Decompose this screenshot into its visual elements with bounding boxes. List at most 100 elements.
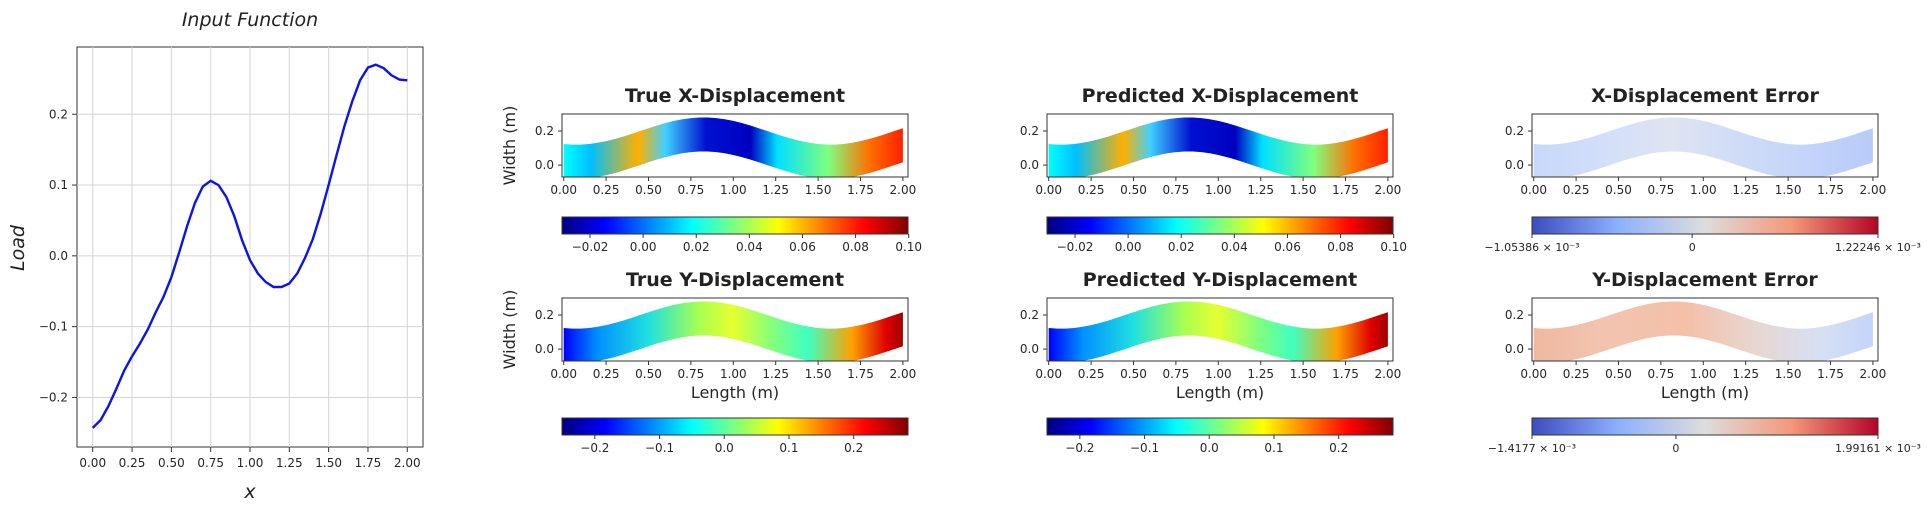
y-displacement-error-colorbar-tick-label: 0 xyxy=(1672,442,1679,455)
true-x-displacement-colorbar-tick-label: 0.02 xyxy=(683,240,710,254)
predicted-y-displacement-field xyxy=(1048,301,1388,361)
true-y-displacement-colorbar-tick-label: 0.2 xyxy=(844,441,863,455)
x-displacement-error-x-tick-label: 1.50 xyxy=(1775,183,1802,197)
true-y-displacement-title: True Y-Displacement xyxy=(626,269,844,291)
predicted-y-displacement-x-tick-label: 0.00 xyxy=(1035,367,1062,381)
predicted-y-displacement-x-tick-label: 1.00 xyxy=(1205,367,1232,381)
x-displacement-error-x-tick-label: 0.25 xyxy=(1563,183,1590,197)
input-x-tick-label: 0.75 xyxy=(197,456,224,470)
x-displacement-error-colorbar xyxy=(1531,216,1879,235)
true-x-displacement-x-tick-label: 0.25 xyxy=(593,183,620,197)
predicted-y-displacement-x-tick-label: 2.00 xyxy=(1375,367,1402,381)
true-y-displacement-colorbar-tick-label: 0.0 xyxy=(715,441,734,455)
y-displacement-error-x-tick-label: 0.75 xyxy=(1648,367,1675,381)
predicted-x-displacement-colorbar-tick-label: −0.02 xyxy=(1057,240,1094,254)
predicted-y-displacement-colorbar-tick-label: 0.0 xyxy=(1200,441,1219,455)
input-x-tick-label: 2.00 xyxy=(394,456,421,470)
y-displacement-error-x-tick-label: 2.00 xyxy=(1860,367,1887,381)
predicted-x-displacement-x-tick-label: 0.75 xyxy=(1163,183,1190,197)
true-x-displacement-x-tick-label: 1.50 xyxy=(805,183,832,197)
x-displacement-error-y-tick-label: 0.2 xyxy=(1505,124,1524,138)
y-displacement-error-x-tick-label: 1.00 xyxy=(1690,367,1717,381)
x-displacement-error-x-tick-label: 0.75 xyxy=(1648,183,1675,197)
true-y-displacement-x-tick-label: 2.00 xyxy=(890,367,917,381)
input-y-tick-label: 0.0 xyxy=(49,249,68,263)
x-displacement-error-panel: X-Displacement Error 0.00 0.25 0.50 0.75 1.00… xyxy=(1484,85,1921,254)
predicted-x-displacement-x-tick-label: 0.50 xyxy=(1120,183,1147,197)
true-x-displacement-colorbar-tick-label: 0.00 xyxy=(630,240,657,254)
true-y-displacement-y-tick-label: 0.2 xyxy=(535,308,554,322)
predicted-y-displacement-title: Predicted Y-Displacement xyxy=(1083,269,1358,291)
true-y-displacement-x-tick-label: 1.25 xyxy=(762,367,789,381)
y-displacement-error-field xyxy=(1533,301,1873,361)
predicted-y-displacement-x-label: Length (m) xyxy=(1176,383,1264,402)
x-displacement-error-x-tick-label: 0.00 xyxy=(1520,183,1547,197)
true-x-displacement-frame xyxy=(561,113,909,178)
input-x-tick-label: 0.00 xyxy=(79,456,106,470)
predicted-x-displacement-x-tick-label: 1.75 xyxy=(1332,183,1359,197)
true-x-displacement-x-tick-label: 0.50 xyxy=(635,183,662,197)
predicted-x-displacement-x-tick-label: 1.00 xyxy=(1205,183,1232,197)
predicted-x-displacement-x-tick-label: 2.00 xyxy=(1375,183,1402,197)
y-displacement-error-frame xyxy=(1531,297,1879,362)
y-displacement-error-x-tick-label: 0.50 xyxy=(1605,367,1632,381)
true-x-displacement-colorbar-tick-label: 0.04 xyxy=(736,240,763,254)
predicted-x-displacement-x-tick-label: 1.50 xyxy=(1290,183,1317,197)
input-x-tick-label: 0.25 xyxy=(119,456,146,470)
predicted-y-displacement-x-tick-label: 1.75 xyxy=(1332,367,1359,381)
true-x-displacement-colorbar xyxy=(561,216,909,235)
input-y-tick-label: 0.1 xyxy=(49,178,68,192)
y-displacement-error-colorbar-tick-label: 1.99161 × 10⁻³ xyxy=(1835,442,1921,455)
true-y-displacement-panel: True Y-Displacement 0.00 0.25 0.50 0.75 1.00 1… xyxy=(500,269,916,455)
x-displacement-error-x-tick-label: 0.50 xyxy=(1605,183,1632,197)
predicted-x-displacement-colorbar xyxy=(1046,216,1394,235)
true-y-displacement-x-label: Length (m) xyxy=(691,383,779,402)
true-x-displacement-colorbar-tick-label: 0.06 xyxy=(789,240,816,254)
input-x-label: x xyxy=(243,481,256,503)
y-displacement-error-x-label: Length (m) xyxy=(1661,383,1749,402)
y-displacement-error-x-tick-label: 1.25 xyxy=(1732,367,1759,381)
predicted-y-displacement-colorbar-tick-label: 0.2 xyxy=(1329,441,1348,455)
true-x-displacement-colorbar-tick-label: 0.10 xyxy=(895,240,922,254)
true-x-displacement-colorbar-tick-label: −0.02 xyxy=(572,240,609,254)
predicted-y-displacement-colorbar xyxy=(1046,417,1394,436)
y-displacement-error-x-tick-label: 1.75 xyxy=(1817,367,1844,381)
x-displacement-error-colorbar-tick-label: −1.05386 × 10⁻³ xyxy=(1484,241,1579,254)
predicted-x-displacement-frame xyxy=(1046,113,1394,178)
x-displacement-error-title: X-Displacement Error xyxy=(1591,85,1819,107)
x-displacement-error-x-tick-label: 1.00 xyxy=(1690,183,1717,197)
true-x-displacement-x-tick-label: 1.25 xyxy=(762,183,789,197)
predicted-x-displacement-x-tick-label: 0.00 xyxy=(1035,183,1062,197)
predicted-y-displacement-x-tick-label: 0.50 xyxy=(1120,367,1147,381)
y-displacement-error-x-tick-label: 0.00 xyxy=(1520,367,1547,381)
y-displacement-error-x-tick-label: 1.50 xyxy=(1775,367,1802,381)
true-y-displacement-y-label: Width (m) xyxy=(500,290,519,370)
x-displacement-error-colorbar-tick-label: 0 xyxy=(1689,241,1696,254)
x-displacement-error-x-tick-label: 1.25 xyxy=(1732,183,1759,197)
predicted-y-displacement-panel: Predicted Y-Displacement 0.00 0.25 0.50 0.75… xyxy=(1020,269,1401,455)
predicted-y-displacement-frame xyxy=(1046,297,1394,362)
true-y-displacement-field xyxy=(563,301,903,361)
x-displacement-error-frame xyxy=(1531,113,1879,178)
input-function-panel: Input Function 0.00 0.25 0.50 0.75 1.00 1.25 1… xyxy=(7,9,424,503)
true-y-displacement-frame xyxy=(561,297,909,362)
true-y-displacement-x-tick-label: 0.75 xyxy=(678,367,705,381)
predicted-y-displacement-y-tick-label: 0.2 xyxy=(1020,308,1039,322)
predicted-x-displacement-panel: Predicted X-Displacement 0.00 0.25 0.50 0.75… xyxy=(1020,85,1407,254)
predicted-x-displacement-field xyxy=(1048,117,1388,177)
input-x-tick-label: 1.25 xyxy=(276,456,303,470)
true-x-displacement-y-tick-label: 0.0 xyxy=(535,158,554,172)
true-y-displacement-y-tick-label: 0.0 xyxy=(535,342,554,356)
predicted-y-displacement-x-tick-label: 1.25 xyxy=(1247,367,1274,381)
input-x-tick-label: 1.50 xyxy=(315,456,342,470)
input-title: Input Function xyxy=(182,9,318,31)
y-displacement-error-colorbar xyxy=(1531,417,1879,436)
true-x-displacement-x-tick-label: 1.00 xyxy=(720,183,747,197)
input-x-ticks: 0.00 0.25 0.50 0.75 1.00 1.25 1.50 1.75 2.00 xyxy=(79,447,421,470)
input-x-tick-label: 1.75 xyxy=(355,456,382,470)
true-x-displacement-colorbar-tick-label: 0.08 xyxy=(842,240,869,254)
true-y-displacement-x-tick-label: 1.00 xyxy=(720,367,747,381)
